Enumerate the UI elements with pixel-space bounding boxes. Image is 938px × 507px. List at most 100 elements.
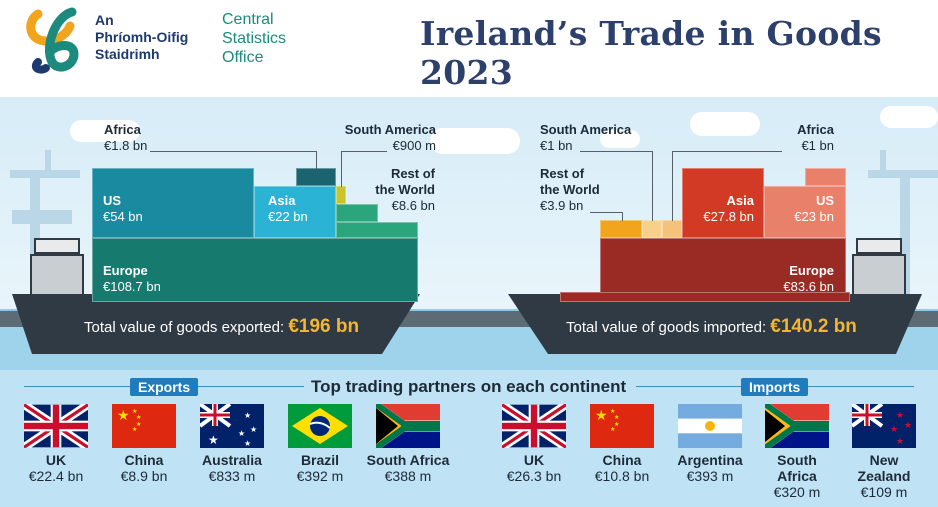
container-us-import bbox=[764, 186, 846, 238]
leader-line bbox=[590, 212, 622, 213]
asia-export-name: Asia bbox=[268, 193, 296, 208]
partner-value: €833 m bbox=[208, 468, 256, 484]
svg-text:★: ★ bbox=[250, 425, 257, 434]
leader-line bbox=[672, 151, 673, 221]
partner-name: China bbox=[124, 452, 164, 468]
label-asia-export: Asia €22 bn bbox=[268, 193, 348, 225]
partner-value: €109 m bbox=[860, 484, 908, 500]
export-partner-item: UK €22.4 bn bbox=[6, 452, 106, 484]
brazil-flag-icon bbox=[288, 404, 352, 448]
cso-logo-icon bbox=[26, 6, 84, 74]
container-rest-export bbox=[336, 204, 378, 222]
label-europe-export: Europe €108.7 bn bbox=[103, 263, 203, 295]
import-partner-item: Argentina €393 m bbox=[660, 452, 760, 484]
rest-import-name-1: Rest of bbox=[540, 166, 585, 181]
south-africa-flag-icon bbox=[376, 404, 440, 448]
leader-line bbox=[672, 151, 782, 152]
import-partner-item: South Africa €320 m bbox=[747, 452, 847, 500]
container-rest-import bbox=[600, 220, 642, 238]
logo-irish-line-1: An bbox=[95, 12, 114, 28]
container-europe-export bbox=[92, 238, 418, 302]
svg-text:★: ★ bbox=[610, 426, 615, 433]
leader-line bbox=[580, 151, 652, 152]
svg-text:★: ★ bbox=[238, 429, 245, 438]
asia-export-value: €22 bn bbox=[268, 209, 308, 224]
south-america-import-value: €1 bn bbox=[540, 138, 573, 153]
import-total-value: €140.2 bn bbox=[770, 316, 857, 337]
logo-english-line-3: Office bbox=[222, 49, 264, 66]
crane-icon bbox=[860, 150, 938, 310]
logo-english-line-2: Statistics bbox=[222, 30, 287, 47]
uk-flag-icon bbox=[502, 404, 566, 448]
container-us-import bbox=[805, 168, 846, 186]
us-export-name: US bbox=[103, 193, 122, 208]
cloud-icon bbox=[430, 128, 520, 154]
svg-text:★: ★ bbox=[614, 414, 619, 421]
container-us-export bbox=[92, 168, 254, 238]
europe-import-value: €83.6 bn bbox=[783, 279, 834, 294]
export-partner-item: Brazil €392 m bbox=[270, 452, 370, 484]
svg-text:★: ★ bbox=[136, 421, 141, 428]
cloud-icon bbox=[690, 112, 760, 136]
europe-export-value: €108.7 bn bbox=[103, 279, 161, 294]
europe-import-name: Europe bbox=[789, 263, 834, 278]
south-africa-flag-icon bbox=[765, 404, 829, 448]
svg-text:★: ★ bbox=[614, 421, 619, 428]
partner-value: €26.3 bn bbox=[506, 468, 562, 484]
export-partner-item: South Africa €388 m bbox=[358, 452, 458, 484]
africa-import-name: Africa bbox=[797, 122, 834, 137]
header bbox=[0, 0, 938, 95]
import-partner-item: New Zealand €109 m bbox=[834, 452, 934, 500]
partners-section-title: Top trading partners on each continent bbox=[311, 377, 627, 396]
svg-text:★: ★ bbox=[244, 411, 251, 420]
south-america-import-name: South America bbox=[540, 122, 632, 137]
leader-line bbox=[341, 151, 387, 152]
logo-english-line-1: Central bbox=[222, 11, 274, 28]
logo-irish-name: An Phríomh-Oifig Staidrimh bbox=[95, 12, 225, 63]
container-africa-export bbox=[296, 168, 336, 186]
partner-value: €10.8 bn bbox=[594, 468, 650, 484]
africa-import-value: €1 bn bbox=[801, 138, 834, 153]
svg-text:★: ★ bbox=[136, 414, 141, 421]
partner-name: UK bbox=[45, 452, 67, 468]
svg-text:★: ★ bbox=[208, 433, 219, 447]
australia-flag-icon: ★ ★ ★ ★ ★ bbox=[200, 404, 264, 448]
partner-name: South bbox=[777, 452, 817, 468]
imports-tag: Imports bbox=[741, 378, 809, 396]
exports-tag: Exports bbox=[130, 378, 199, 396]
label-africa-export: Africa €1.8 bn bbox=[104, 122, 194, 154]
export-total: Total value of goods exported: €196 bn bbox=[84, 316, 359, 338]
partner-name: Brazil bbox=[300, 452, 340, 468]
partner-name: Africa bbox=[777, 468, 817, 484]
partner-name: Australia bbox=[202, 452, 262, 468]
container-asia-export bbox=[254, 186, 336, 238]
rest-import-value: €3.9 bn bbox=[540, 198, 584, 213]
partner-value: €22.4 bn bbox=[28, 468, 84, 484]
export-ship-hull bbox=[12, 294, 420, 354]
south-america-export-name: South America bbox=[344, 122, 436, 137]
label-us-export: US €54 bn bbox=[103, 193, 203, 225]
china-flag-icon: ★ ★ ★ ★ ★ bbox=[590, 404, 654, 448]
page-title: Ireland’s Trade in Goods 2023 bbox=[420, 14, 882, 92]
container-rest-export bbox=[336, 222, 418, 238]
new-zealand-flag-icon: ★ ★ ★ ★ bbox=[852, 404, 916, 448]
china-flag-icon: ★ ★ ★ ★ ★ bbox=[112, 404, 176, 448]
label-rest-export: Rest of the World €8.6 bn bbox=[355, 166, 435, 214]
logo-english-name: Central Statistics Office bbox=[222, 10, 312, 67]
svg-text:★: ★ bbox=[610, 408, 615, 415]
europe-export-name: Europe bbox=[103, 263, 148, 278]
cloud-icon bbox=[600, 130, 640, 148]
partner-name: South Africa bbox=[366, 452, 450, 468]
label-south-america-import: South America €1 bn bbox=[540, 122, 656, 154]
partner-name: Zealand bbox=[857, 468, 911, 484]
partner-name: New bbox=[869, 452, 899, 468]
label-rest-import: Rest of the World €3.9 bn bbox=[540, 166, 620, 214]
export-partner-item: Australia €833 m bbox=[182, 452, 282, 484]
import-ship-hull bbox=[508, 294, 922, 354]
cloud-icon bbox=[880, 106, 938, 128]
label-south-america-export: South America €900 m bbox=[320, 122, 436, 154]
partner-value: €392 m bbox=[296, 468, 344, 484]
svg-text:★: ★ bbox=[132, 426, 137, 433]
cloud-icon bbox=[70, 120, 140, 142]
svg-text:★: ★ bbox=[890, 424, 898, 434]
